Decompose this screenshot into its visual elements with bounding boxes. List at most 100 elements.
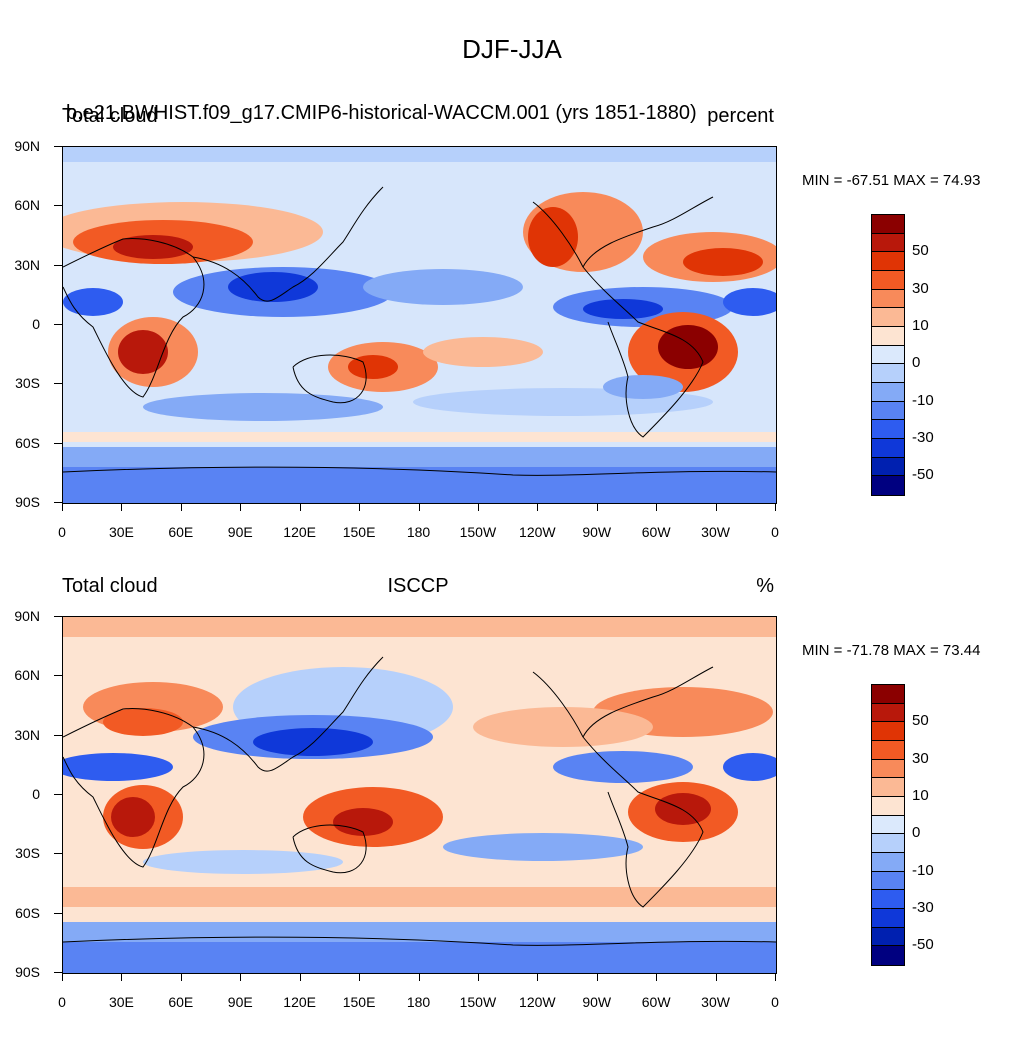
lon-tick	[477, 503, 479, 511]
units-label: %	[756, 575, 774, 597]
lon-tick	[240, 503, 242, 511]
longitude-label: 90E	[227, 994, 253, 1010]
colorbar-cell	[872, 215, 904, 234]
lat-tick	[54, 324, 62, 325]
colorbar-cell	[872, 252, 904, 271]
lat-tick	[54, 912, 62, 914]
variable-label: Total cloud	[62, 575, 158, 597]
lon-tick	[62, 973, 63, 981]
longitude-label: 60W	[641, 524, 671, 540]
colorbar-label: -50	[912, 936, 934, 954]
lat-tick	[54, 972, 62, 973]
lat-tick	[54, 442, 62, 444]
colorbar-label: -10	[912, 861, 934, 879]
latitude-label: 30S	[15, 845, 40, 862]
colorbar-cell	[872, 457, 904, 477]
longitude-label: 120W	[519, 524, 556, 540]
colorbar-cell	[872, 233, 904, 253]
longitude-label: 90E	[227, 524, 253, 540]
lon-tick	[537, 503, 539, 511]
lon-tick	[418, 503, 420, 511]
lon-tick	[596, 503, 598, 511]
colorbar-cell	[872, 890, 904, 909]
obs-label: ISCCP	[387, 575, 449, 597]
colorbar-cell	[872, 364, 904, 383]
colorbar-cell	[872, 722, 904, 741]
longitude-label: 120E	[283, 524, 316, 540]
colorbar-cell	[872, 908, 904, 928]
lon-tick	[477, 973, 479, 981]
obs-panel: Total cloud ISCCP %	[0, 570, 1024, 1040]
lon-tick	[240, 973, 242, 981]
colorbar-cell	[872, 685, 904, 704]
lon-tick	[715, 973, 717, 981]
latitude-label: 30N	[14, 256, 40, 273]
longitude-label: 150E	[342, 524, 376, 540]
colorbar	[871, 214, 905, 496]
longitude-label: 30W	[701, 994, 730, 1010]
latitude-label: 0	[32, 786, 40, 802]
longitude-label: 30E	[108, 524, 134, 540]
colorbar-cell	[872, 308, 904, 327]
colorbar-cell	[872, 476, 904, 495]
lon-tick	[359, 973, 361, 981]
lon-tick	[62, 503, 63, 511]
longitude-label: 120W	[519, 994, 556, 1010]
longitude-label: 60E	[168, 524, 194, 540]
lon-tick	[418, 973, 420, 981]
colorbar-cell	[872, 703, 904, 723]
case-label: b.e21.BWHIST.f09_g17.CMIP6-historical-WA…	[66, 102, 697, 124]
lon-tick	[656, 973, 658, 981]
figure-title: DJF-JJA	[462, 34, 562, 64]
colorbar-cell	[872, 796, 904, 816]
colorbar	[871, 684, 905, 966]
lat-tick	[54, 853, 62, 855]
lat-tick	[54, 146, 62, 147]
colorbar-cell	[872, 927, 904, 947]
lon-tick	[180, 503, 182, 511]
latitude-label: 60N	[14, 197, 40, 214]
colorbar-cell	[872, 815, 904, 835]
colorbar-cell	[872, 852, 904, 872]
colorbar-label: -10	[912, 391, 934, 409]
colorbar-label: -30	[912, 899, 934, 916]
longitude-label: 30W	[701, 524, 730, 540]
latitude-label: 90S	[15, 964, 40, 980]
longitude-label: 30E	[108, 994, 134, 1010]
lon-tick	[180, 973, 182, 981]
lat-tick	[54, 675, 62, 677]
lat-tick	[54, 616, 62, 617]
lon-tick	[121, 503, 123, 511]
latitude-label: 90N	[14, 138, 40, 154]
colorbar-label: 10	[912, 317, 929, 334]
colorbar-cell	[872, 382, 904, 402]
longitude-label: 150W	[459, 524, 497, 540]
colorbar-cell	[872, 270, 904, 290]
colorbar-cell	[872, 740, 904, 760]
lon-tick	[656, 503, 658, 511]
lat-tick	[54, 502, 62, 503]
colorbar-label: 50	[912, 242, 929, 260]
colorbar-label: 50	[912, 712, 929, 730]
latitude-label: 0	[32, 316, 40, 332]
lon-tick	[537, 973, 539, 981]
colorbar-cell	[872, 345, 904, 365]
colorbar-label: -30	[912, 429, 934, 446]
latitude-label: 30N	[14, 726, 40, 743]
longitude-label: 180	[406, 524, 431, 540]
lon-tick	[299, 973, 301, 981]
longitude-label: 60E	[168, 994, 194, 1010]
lon-tick	[299, 503, 301, 511]
colorbar-cell	[872, 438, 904, 458]
units-label: percent	[707, 105, 774, 127]
variable-label: Total cloud	[62, 105, 158, 127]
colorbar-cell	[872, 401, 904, 421]
colorbar-label: 30	[912, 749, 929, 767]
lon-tick	[596, 973, 598, 981]
latitude-label: 60S	[15, 434, 40, 451]
lon-tick	[775, 503, 776, 511]
longitude-label: 150W	[459, 994, 497, 1010]
colorbar-label: 0	[912, 824, 921, 842]
model-panel: Total cloud b.e21.BWHIST.f09_g17.CMIP6-h…	[0, 100, 1024, 570]
lon-tick	[715, 503, 717, 511]
